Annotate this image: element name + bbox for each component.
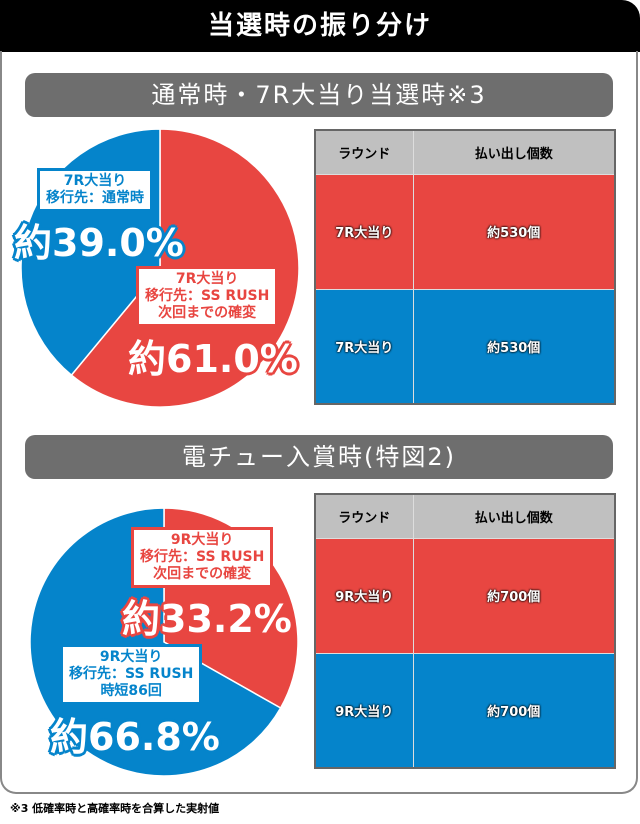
pct-label: 約61.0% <box>128 337 298 381</box>
slice-label-electric-red: 9R大当り 移行先：SS RUSH 次回までの確変 <box>131 527 274 588</box>
label-line: 次回までの確変 <box>158 305 257 321</box>
col-payout: 払い出し個数 <box>412 493 616 539</box>
payout-cell: 約700個 <box>412 537 616 654</box>
section-heading-electric: 電チュー入賞時(特図2) <box>25 435 613 479</box>
col-payout: 払い出し個数 <box>412 129 616 175</box>
label-line: 9R大当り <box>99 649 163 665</box>
pct-label: 約39.0% <box>14 221 184 265</box>
payout-cell: 約530個 <box>412 173 616 290</box>
col-round: ラウンド <box>314 129 414 175</box>
label-line: 9R大当り <box>170 532 234 548</box>
page-title: 当選時の振り分け <box>0 0 640 52</box>
payout-cell: 約530個 <box>412 288 616 405</box>
slice-label-electric-blue: 9R大当り 移行先：SS RUSH 時短86回 <box>60 644 203 705</box>
table-row: 7R大当り 約530個 <box>314 288 616 405</box>
table-row: 9R大当り 約700個 <box>314 537 616 654</box>
round-cell: 9R大当り <box>314 537 414 654</box>
col-round: ラウンド <box>314 493 414 539</box>
payout-table-electric: ラウンド 払い出し個数 9R大当り 約700個 9R大当り 約700個 <box>314 493 616 769</box>
pie-slice <box>29 507 282 777</box>
section-heading-normal: 通常時・7R大当り当選時※3 <box>25 73 613 117</box>
slice-label-normal-blue: 7R大当り 移行先：通常時 <box>37 168 153 212</box>
label-line: 7R大当り <box>63 173 127 189</box>
pct-label: 約66.8% <box>50 715 220 759</box>
label-line: 移行先：SS RUSH <box>140 549 265 565</box>
pct-label: 約33.2% <box>122 597 292 641</box>
table-row: 9R大当り 約700個 <box>314 652 616 769</box>
label-line: 7R大当り <box>175 271 239 287</box>
round-cell: 7R大当り <box>314 173 414 290</box>
round-cell: 7R大当り <box>314 288 414 405</box>
payout-table-normal: ラウンド 払い出し個数 7R大当り 約530個 7R大当り 約530個 <box>314 129 616 405</box>
content-panel <box>0 51 638 794</box>
payout-cell: 約700個 <box>412 652 616 769</box>
footnote: ※3 低確率時と高確率時を合算した実射値 <box>10 802 220 815</box>
label-line: 次回までの確変 <box>153 566 252 582</box>
table-row: 7R大当り 約530個 <box>314 173 616 290</box>
label-line: 移行先：通常時 <box>46 190 144 206</box>
label-line: 時短86回 <box>100 683 162 699</box>
label-line: 移行先：SS RUSH <box>145 288 270 304</box>
slice-label-normal-red: 7R大当り 移行先：SS RUSH 次回までの確変 <box>136 266 279 327</box>
label-line: 移行先：SS RUSH <box>69 666 194 682</box>
round-cell: 9R大当り <box>314 652 414 769</box>
